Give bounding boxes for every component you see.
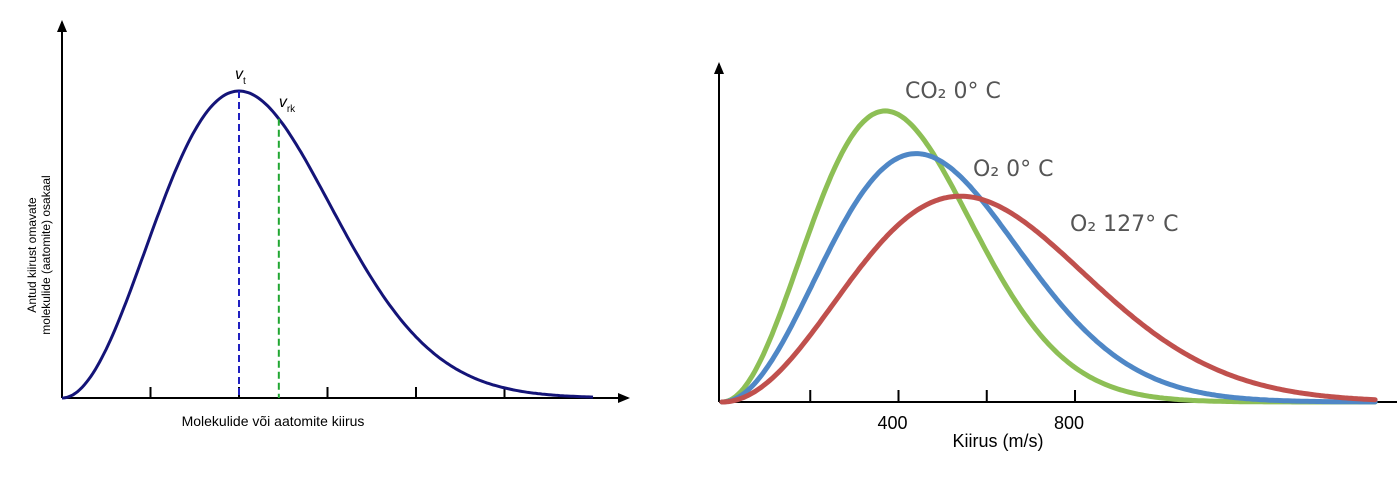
right-x-tick-labels: 400 800	[877, 413, 1084, 433]
legend-co2-0c: CO₂ 0° C	[905, 79, 1001, 104]
left-distribution-curve	[62, 91, 593, 398]
curve-series-1	[722, 111, 1375, 402]
left-y-axis-label-line2: molekulide (aatomite) osakaal	[39, 175, 53, 334]
legend-o2-127c: O₂ 127° C	[1070, 212, 1178, 237]
left-x-axis-label: Molekulide või aatomite kiirus	[182, 413, 365, 429]
left-chart: vt vrk Molekulide või aatomite kiirus Ant…	[25, 22, 628, 429]
charts-canvas: vt vrk Molekulide või aatomite kiirus Ant…	[0, 0, 1400, 479]
curve-series-2	[722, 154, 1375, 402]
curve-series-3	[722, 196, 1375, 402]
right-distribution-curves	[722, 111, 1375, 402]
right-x-ticks	[810, 390, 1075, 402]
marker-label-vt: vt	[235, 66, 246, 87]
legend-o2-0c: O₂ 0° C	[973, 157, 1053, 182]
marker-label-vrk: vrk	[279, 94, 296, 115]
right-x-axis-label: Kiirus (m/s)	[953, 431, 1044, 451]
right-chart: 400 800 Kiirus (m/s) CO₂ 0° C O₂ 0° C O₂ …	[719, 64, 1397, 451]
right-x-tick-label-2: 800	[1054, 413, 1084, 433]
right-x-tick-label-1: 400	[877, 413, 907, 433]
left-speed-markers: vt vrk	[235, 66, 296, 398]
left-x-ticks	[151, 387, 505, 398]
left-y-axis-label-line1: Antud kiirust omavate	[25, 197, 39, 313]
